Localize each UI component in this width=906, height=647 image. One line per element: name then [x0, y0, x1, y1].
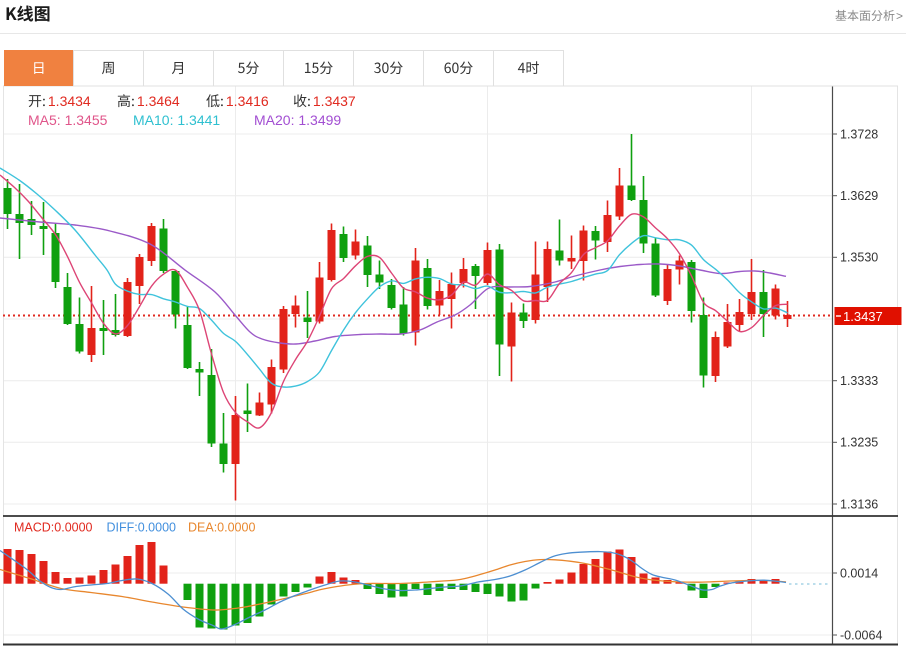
svg-text:1.3464: 1.3464 [137, 93, 180, 109]
svg-text:1.3437: 1.3437 [843, 309, 883, 324]
svg-text:DEA:0.0000: DEA:0.0000 [188, 521, 255, 535]
svg-text:1.3629: 1.3629 [840, 189, 878, 203]
svg-text:1.3728: 1.3728 [840, 127, 878, 141]
svg-text:1.3434: 1.3434 [48, 93, 91, 109]
svg-text:0.0014: 0.0014 [840, 566, 878, 580]
svg-text:MACD:0.0000: MACD:0.0000 [14, 521, 93, 535]
svg-text:1.3437: 1.3437 [313, 93, 356, 109]
svg-text:1.3333: 1.3333 [840, 374, 878, 388]
svg-text:>: > [896, 9, 903, 23]
svg-text:1.3530: 1.3530 [840, 251, 878, 265]
svg-text:MA10: 1.3441: MA10: 1.3441 [133, 112, 220, 128]
svg-text:1.3235: 1.3235 [840, 436, 878, 450]
svg-text:MA20: 1.3499: MA20: 1.3499 [254, 112, 341, 128]
svg-text:MA5: 1.3455: MA5: 1.3455 [28, 112, 108, 128]
svg-text:1.3416: 1.3416 [226, 93, 269, 109]
svg-text:-0.0064: -0.0064 [840, 628, 882, 642]
svg-text:1.3136: 1.3136 [840, 497, 878, 511]
svg-text:DIFF:0.0000: DIFF:0.0000 [107, 521, 177, 535]
